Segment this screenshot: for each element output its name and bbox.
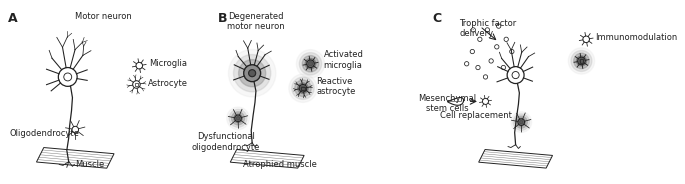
Text: Dysfunctional
oligodendrocyte: Dysfunctional oligodendrocyte (192, 132, 260, 152)
Circle shape (579, 59, 584, 63)
Text: Trophic factor
delivery: Trophic factor delivery (459, 19, 516, 38)
Circle shape (228, 49, 276, 97)
Circle shape (298, 83, 308, 93)
Text: Activated
microglia: Activated microglia (324, 50, 364, 70)
Text: Degenerated
motor neuron: Degenerated motor neuron (227, 12, 285, 31)
Circle shape (519, 120, 523, 124)
Text: Immunomodulation: Immunomodulation (595, 33, 678, 42)
Circle shape (306, 59, 316, 69)
Text: Astrocyte: Astrocyte (148, 79, 188, 88)
Circle shape (236, 116, 240, 120)
Circle shape (238, 60, 266, 87)
Circle shape (234, 114, 242, 123)
Text: A: A (8, 12, 17, 25)
Circle shape (569, 48, 595, 74)
Circle shape (292, 77, 314, 99)
Text: Motor neuron: Motor neuron (75, 12, 132, 21)
Circle shape (297, 50, 325, 78)
Text: Microglia: Microglia (149, 59, 188, 68)
Text: Muscle: Muscle (75, 160, 104, 169)
Circle shape (244, 65, 260, 82)
Text: Mesenchymal
stem cells: Mesenchymal stem cells (418, 94, 476, 113)
Circle shape (295, 80, 311, 96)
Text: Atrophied muscle: Atrophied muscle (243, 160, 317, 169)
Circle shape (289, 74, 317, 102)
Text: B: B (219, 12, 228, 25)
Circle shape (302, 56, 319, 72)
Circle shape (249, 70, 256, 77)
Circle shape (513, 114, 530, 130)
Circle shape (517, 118, 525, 126)
Circle shape (232, 112, 245, 125)
Circle shape (515, 116, 527, 128)
Text: Cell replacement: Cell replacement (440, 111, 512, 120)
Circle shape (229, 109, 247, 127)
Circle shape (511, 112, 532, 132)
Circle shape (571, 50, 592, 71)
Circle shape (308, 61, 313, 66)
Circle shape (574, 53, 589, 69)
Text: C: C (433, 12, 442, 25)
Circle shape (301, 86, 306, 91)
Circle shape (299, 53, 322, 75)
Circle shape (227, 107, 249, 130)
Text: Oligodendrocyte: Oligodendrocyte (10, 129, 79, 138)
Text: Reactive
astrocyte: Reactive astrocyte (316, 77, 356, 96)
Circle shape (576, 56, 586, 66)
Circle shape (234, 54, 271, 92)
